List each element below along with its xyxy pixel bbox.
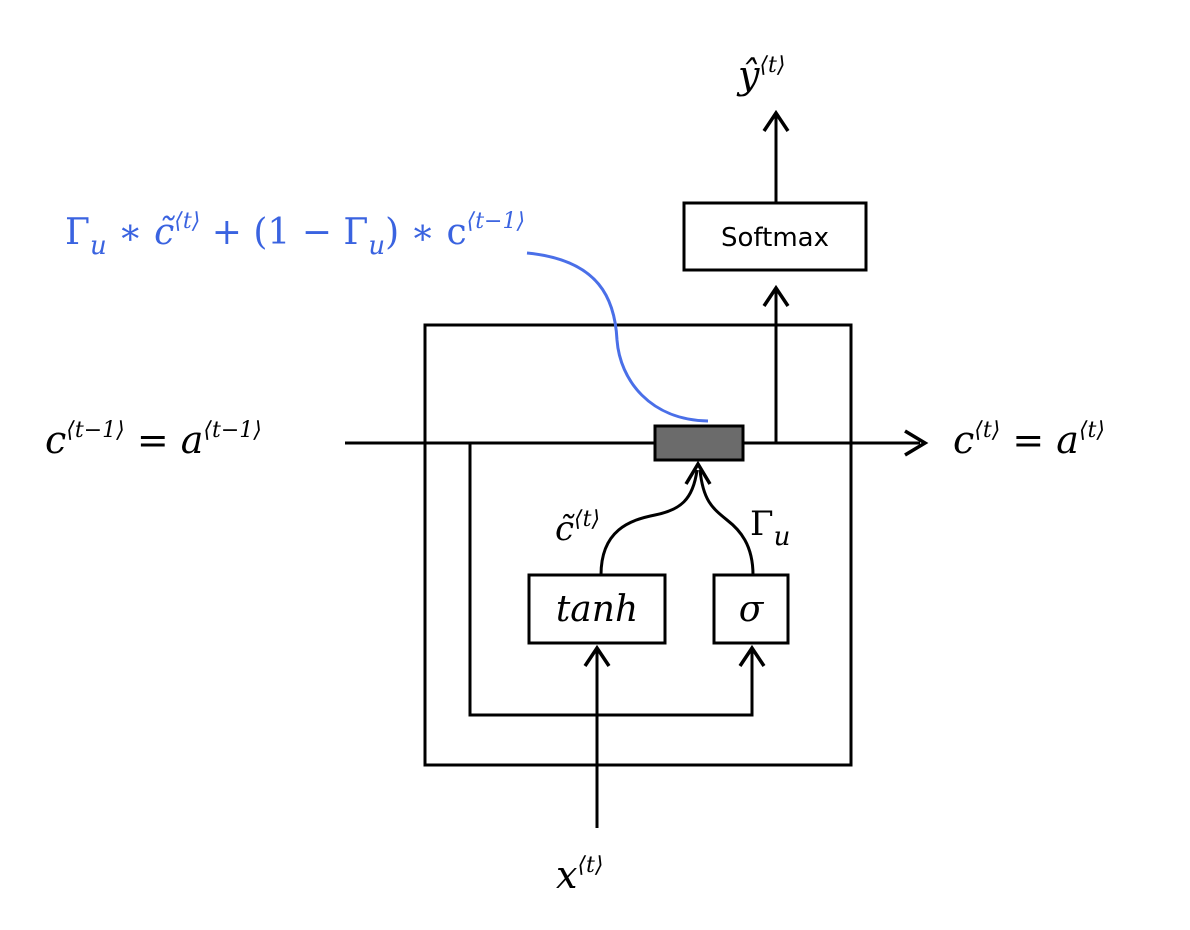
x-input-label: x⟨t⟩ xyxy=(556,853,603,897)
memory-out-arrowhead xyxy=(904,429,929,457)
cell-outer-box xyxy=(423,323,853,767)
softmax-input-arrowhead xyxy=(762,284,790,307)
softmax-label: Softmax xyxy=(721,223,829,253)
y-output-arrowhead xyxy=(762,109,790,132)
sigma-input-arrowhead xyxy=(738,644,766,667)
output-memory-label: c⟨t⟩ = a⟨t⟩ xyxy=(953,418,1105,462)
feedback-loop-line xyxy=(468,443,754,717)
sigma-to-gate-curve xyxy=(698,469,755,576)
update-formula: Γu ∗ c̃⟨t⟩ + (1 − Γu) ∗ c⟨t−1⟩ xyxy=(65,209,525,261)
formula-pointer-curve xyxy=(526,251,709,423)
update-gate-box xyxy=(653,424,745,462)
c-tilde-label: c̃⟨t⟩ xyxy=(555,507,600,549)
tanh-to-gate-curve xyxy=(599,469,699,576)
tanh-box xyxy=(527,573,667,645)
sigma-label: σ xyxy=(739,589,765,630)
tanh-input-arrowhead xyxy=(583,644,611,667)
gamma-u-label: Γu xyxy=(750,504,790,552)
tanh-label: tanh xyxy=(556,589,638,630)
sigma-box xyxy=(712,573,790,645)
input-memory-label: c⟨t−1⟩ = a⟨t−1⟩ xyxy=(45,418,262,462)
gate-input-arrowhead xyxy=(684,460,712,485)
y-hat-label: ŷ⟨t⟩ xyxy=(736,53,785,97)
